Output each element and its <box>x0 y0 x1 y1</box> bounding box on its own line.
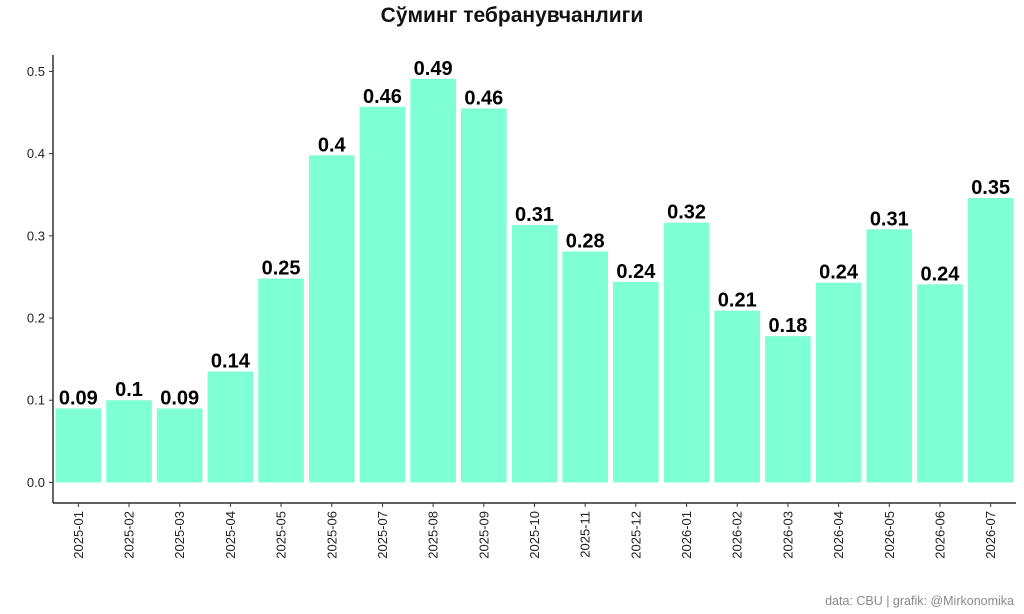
y-tick-label: 0.5 <box>27 64 45 79</box>
x-tick-label-2026-02: 2026-02 <box>730 511 745 559</box>
data-label-2026-03: 0.18 <box>768 315 807 337</box>
x-tick-label-2025-05: 2025-05 <box>274 511 289 559</box>
x-tick-label-2026-01: 2026-01 <box>679 511 694 559</box>
bar-2026-05 <box>866 229 913 483</box>
x-tick-label-2025-04: 2025-04 <box>223 511 238 559</box>
y-tick-label: 0.0 <box>27 475 45 490</box>
data-label-2026-02: 0.21 <box>718 290 757 312</box>
data-label-2025-08: 0.49 <box>414 58 453 80</box>
data-label-2026-06: 0.24 <box>921 263 961 285</box>
data-label-2025-06: 0.4 <box>318 134 347 156</box>
data-label-2025-07: 0.46 <box>363 86 402 108</box>
data-label-2026-01: 0.32 <box>667 202 706 224</box>
bar-2026-07 <box>967 198 1014 483</box>
bar-2026-01 <box>663 222 710 483</box>
x-tick-label-2026-03: 2026-03 <box>780 511 795 559</box>
data-label-2026-04: 0.24 <box>819 262 859 284</box>
data-label-2025-02: 0.1 <box>115 379 143 401</box>
x-tick-label-2025-02: 2025-02 <box>122 511 137 559</box>
x-tick-label-2025-08: 2025-08 <box>426 511 441 559</box>
data-label-2025-03: 0.09 <box>160 387 199 409</box>
bar-2025-04 <box>207 371 254 483</box>
bar-2026-04 <box>815 282 862 483</box>
x-tick-label-2026-06: 2026-06 <box>932 511 947 559</box>
y-tick-label: 0.3 <box>27 228 45 243</box>
x-tick-label-2025-09: 2025-09 <box>476 511 491 559</box>
data-label-2025-01: 0.09 <box>59 387 98 409</box>
bar-2025-05 <box>258 278 304 483</box>
data-label-2026-07: 0.35 <box>971 177 1010 199</box>
data-label-2025-09: 0.46 <box>464 87 503 109</box>
x-tick-label-2026-04: 2026-04 <box>831 511 846 559</box>
bar-2026-03 <box>765 336 811 483</box>
data-label-2025-10: 0.31 <box>515 204 554 226</box>
bar-2025-03 <box>156 408 203 483</box>
x-tick-label-2025-01: 2025-01 <box>71 511 86 559</box>
source-caption: data: CBU | grafik: @Mirkonomika <box>825 594 1014 608</box>
x-tick-label-2025-07: 2025-07 <box>375 511 390 559</box>
bar-2026-02 <box>714 310 761 483</box>
x-tick-label-2026-05: 2026-05 <box>882 511 897 559</box>
x-tick-label-2025-06: 2025-06 <box>324 511 339 559</box>
axes-group: 0.0 0.1 0.2 0.3 0.4 0.5 2025-01 2025-02 2025-03 2… <box>27 55 1016 559</box>
bar-2025-02 <box>106 400 152 483</box>
bar-2025-09 <box>461 108 507 483</box>
data-label-2025-12: 0.24 <box>616 261 656 283</box>
bar-2025-12 <box>613 281 659 483</box>
bar-2025-06 <box>308 155 355 483</box>
bar-2025-08 <box>410 78 456 483</box>
y-tick-label: 0.1 <box>27 393 45 408</box>
x-tick-label-2025-10: 2025-10 <box>527 511 542 559</box>
bar-2026-06 <box>917 284 963 483</box>
data-label-2025-11: 0.28 <box>566 230 605 252</box>
x-tick-label-2025-11: 2025-11 <box>578 511 593 558</box>
bars-group <box>55 78 1014 483</box>
y-tick-label: 0.2 <box>27 311 45 326</box>
bar-2025-11 <box>562 251 608 483</box>
chart-title: Сўминг тебранувчанлиги <box>380 4 644 27</box>
x-tick-label-2026-07: 2026-07 <box>983 511 998 559</box>
data-labels-group: 0.09 0.1 0.09 0.14 0.25 0.4 0.46 0.49 0.46 0.31 0.… <box>59 58 1010 410</box>
data-label-2025-04: 0.14 <box>211 350 251 372</box>
data-label-2026-05: 0.31 <box>870 208 909 230</box>
y-tick-label: 0.4 <box>27 146 45 161</box>
bar-2025-01 <box>55 408 102 483</box>
x-tick-label-2025-03: 2025-03 <box>172 511 187 559</box>
x-tick-label-2025-12: 2025-12 <box>628 511 643 559</box>
bar-2025-10 <box>511 225 558 483</box>
bar-2025-07 <box>359 106 406 483</box>
data-label-2025-05: 0.25 <box>262 258 301 280</box>
